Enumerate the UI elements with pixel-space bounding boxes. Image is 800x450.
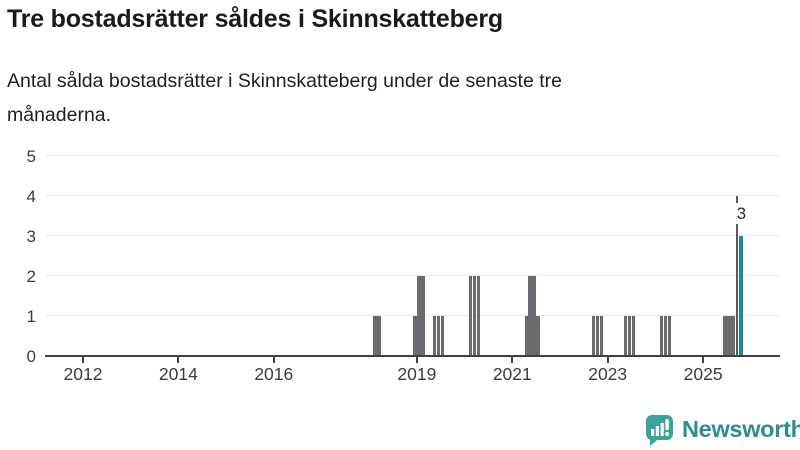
highlight-bar: [738, 235, 743, 356]
brand-name: Newsworthy: [682, 416, 800, 442]
x-axis-line: [44, 354, 780, 358]
subtitle-line-2: månaderna.: [7, 104, 112, 126]
bar: [524, 315, 528, 356]
bar: [472, 275, 477, 356]
bar: [592, 315, 596, 356]
x-tick-mark: [177, 357, 180, 363]
gridline: [45, 274, 779, 277]
bar: [727, 315, 731, 356]
bar: [437, 315, 441, 356]
bar: [596, 315, 600, 356]
y-tick-label: 4: [26, 187, 36, 206]
bar: [468, 275, 473, 356]
x-tick-mark: [511, 357, 514, 363]
bar: [532, 275, 536, 356]
bar: [627, 315, 632, 356]
bar: [373, 315, 377, 356]
subtitle-line-1: Antal sålda bostadsrätter i Skinnskatteb…: [7, 70, 562, 92]
bar: [441, 315, 445, 356]
chart-subtitle: Antal sålda bostadsrätter i Skinnskatteb…: [7, 64, 767, 132]
x-tick-label: 2016: [254, 364, 294, 384]
bar: [421, 275, 425, 356]
bar: [377, 315, 381, 356]
page-title: Tre bostadsrätter såldes i Skinnskattebe…: [7, 5, 503, 33]
gridline: [45, 234, 779, 237]
bar: [600, 315, 604, 356]
bar: [528, 275, 532, 356]
y-tick-label: 5: [26, 147, 36, 166]
y-tick-label: 3: [26, 227, 36, 246]
y-tick-label: 2: [26, 267, 36, 286]
bar: [659, 315, 664, 356]
x-tick-mark: [415, 357, 418, 363]
brand-footer: Newsworthy: [645, 414, 800, 450]
gridline: [45, 314, 779, 317]
bar: [433, 315, 437, 356]
x-tick-label: 2014: [158, 364, 198, 384]
bar: [536, 315, 540, 356]
bar: [663, 315, 668, 356]
gridline: [45, 154, 779, 157]
x-tick-mark: [606, 357, 609, 363]
annotation-line: [736, 195, 739, 356]
x-tick-label: 2023: [588, 364, 628, 384]
bar: [417, 275, 421, 356]
annotation-value-label: 3: [731, 203, 752, 224]
bar: [413, 315, 417, 356]
x-tick-label: 2019: [397, 364, 437, 384]
y-tick-label: 1: [26, 307, 36, 326]
gridline: [45, 194, 779, 197]
x-tick-label: 2021: [492, 364, 532, 384]
y-tick-label: 0: [26, 347, 36, 366]
x-tick-mark: [81, 357, 85, 363]
x-tick-mark: [702, 357, 705, 363]
newsworthy-logo-icon: [645, 414, 675, 450]
bar: [631, 315, 636, 356]
bar: [667, 315, 671, 356]
bar: [723, 315, 727, 356]
bar: [476, 275, 481, 356]
x-tick-label: 2012: [63, 364, 103, 384]
x-tick-mark: [272, 357, 275, 363]
bar: [731, 315, 735, 356]
bar: [623, 315, 628, 356]
x-tick-label: 2025: [683, 364, 723, 384]
